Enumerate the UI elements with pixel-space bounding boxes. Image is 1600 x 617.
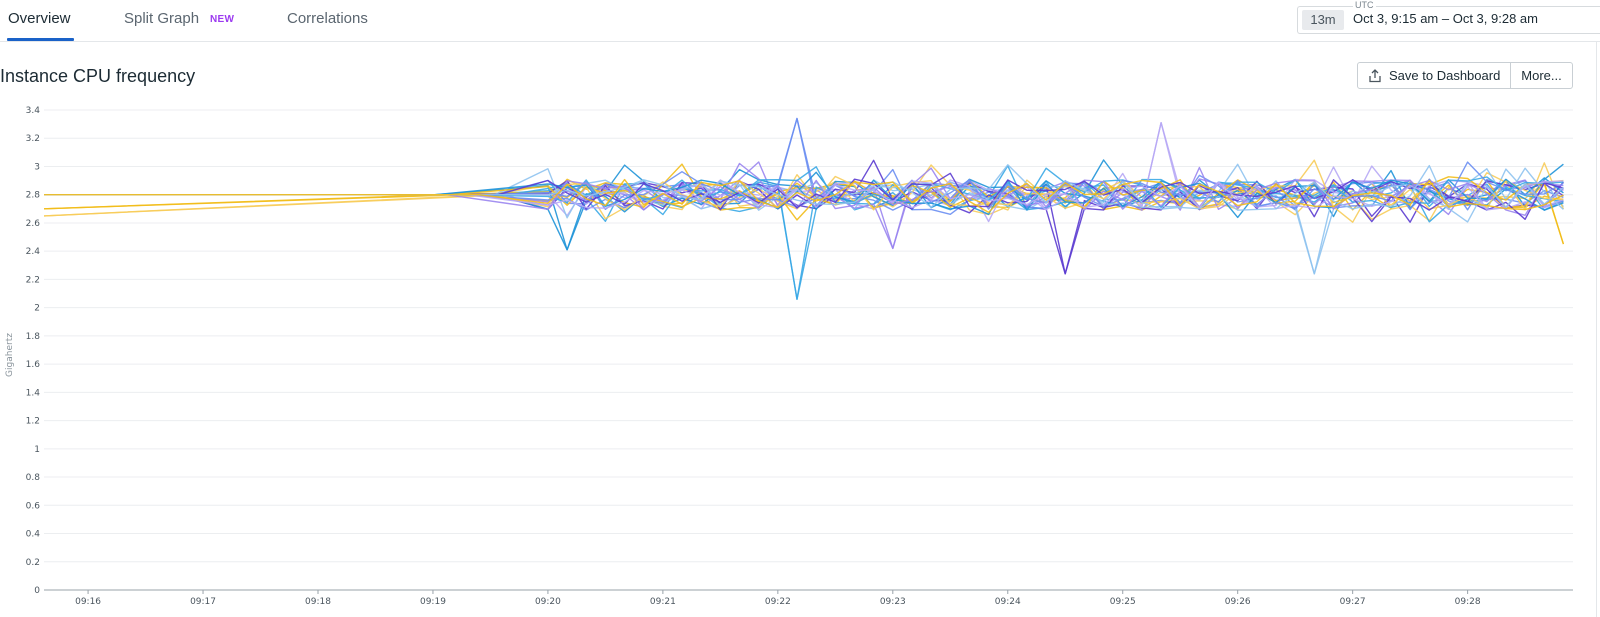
active-tab-indicator — [7, 38, 74, 41]
y-tick-label: 2 — [34, 304, 40, 314]
x-tick-label: 09:18 — [305, 597, 331, 607]
y-tick-label: 0.8 — [26, 473, 41, 483]
x-tick-label: 09:20 — [535, 597, 561, 607]
timezone-label: UTC — [1353, 0, 1376, 10]
y-tick-label: 1 — [34, 445, 40, 455]
x-tick-label: 09:21 — [650, 597, 676, 607]
x-tick-label: 09:28 — [1455, 597, 1481, 607]
tab-split-graph[interactable]: Split Graph — [124, 10, 200, 27]
y-tick-label: 2.4 — [26, 247, 41, 257]
save-to-dashboard-button[interactable]: Save to Dashboard — [1358, 63, 1510, 88]
time-range-text[interactable]: Oct 3, 9:15 am – Oct 3, 9:28 am — [1353, 11, 1538, 26]
x-tick-label: 09:27 — [1340, 597, 1366, 607]
tab-correlations[interactable]: Correlations — [287, 10, 368, 27]
save-to-dashboard-label: Save to Dashboard — [1389, 68, 1501, 83]
y-tick-label: 1.6 — [26, 360, 41, 370]
y-tick-label: 0 — [34, 586, 40, 596]
tab-overview[interactable]: Overview — [8, 10, 71, 27]
widget-actions: Save to Dashboard More... — [1357, 62, 1573, 89]
y-tick-label: 1.2 — [26, 417, 40, 427]
series-line — [44, 162, 1564, 250]
y-tick-label: 3.4 — [26, 106, 41, 116]
more-label: More... — [1521, 68, 1562, 83]
panel-divider — [1596, 42, 1597, 617]
x-tick-label: 09:24 — [995, 597, 1021, 607]
y-tick-label: 3.2 — [26, 134, 40, 144]
series-line — [44, 171, 1564, 219]
y-tick-label: 1.4 — [26, 388, 41, 398]
x-tick-label: 09:17 — [190, 597, 216, 607]
y-tick-label: 0.4 — [26, 530, 41, 540]
series-line — [44, 178, 1564, 214]
x-tick-label: 09:23 — [880, 597, 906, 607]
widget-title: Instance CPU frequency — [0, 66, 196, 86]
more-button[interactable]: More... — [1510, 63, 1571, 88]
x-tick-label: 09:16 — [75, 597, 101, 607]
x-tick-label: 09:26 — [1225, 597, 1251, 607]
x-tick-label: 09:19 — [420, 597, 446, 607]
tab-bar: Overview Split Graph NEW Correlations — [0, 0, 1600, 42]
y-tick-label: 3 — [34, 162, 40, 172]
x-tick-label: 09:22 — [765, 597, 791, 607]
export-icon — [1369, 68, 1381, 82]
duration-chip[interactable]: 13m — [1302, 10, 1344, 30]
y-tick-label: 0.2 — [26, 558, 40, 568]
y-tick-label: 2.8 — [26, 191, 41, 201]
y-tick-label: 1.8 — [26, 332, 41, 342]
time-range-picker[interactable] — [1297, 6, 1600, 34]
series-line — [44, 179, 1564, 211]
x-tick-label: 09:25 — [1110, 597, 1136, 607]
cpu-frequency-chart[interactable]: 0 0.2 0.4 0.6 0.8 1 1.2 1.4 1.6 1.8 2 2.2 2.4 2.6 2.8 3… — [0, 100, 1600, 617]
y-tick-label: 2.2 — [26, 275, 40, 285]
new-badge: NEW — [210, 14, 235, 25]
y-tick-label: 2.6 — [26, 219, 41, 229]
series-line — [44, 164, 1564, 223]
y-tick-label: 0.6 — [26, 501, 41, 511]
y-axis-title: Gigahertz — [5, 333, 15, 377]
